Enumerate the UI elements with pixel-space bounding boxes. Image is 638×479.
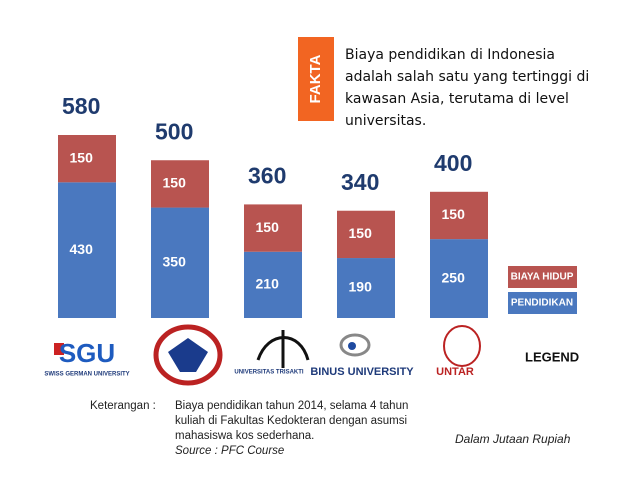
segment-label: 210 — [256, 276, 280, 292]
bar-segment — [151, 207, 209, 318]
segment-label: 150 — [163, 175, 187, 191]
bar-segment — [244, 251, 302, 318]
fact-line: adalah salah satu yang tertinggi di — [345, 69, 589, 85]
total-label: 580 — [62, 93, 100, 119]
legend-swatch — [508, 292, 577, 314]
category-label: BINUS UNIVERSITY — [310, 366, 414, 378]
segment-label: 350 — [163, 253, 187, 269]
fact-badge: FAKTA — [307, 54, 324, 103]
bar-segment — [58, 135, 116, 183]
bar-segment — [430, 191, 488, 240]
fact-line: kawasan Asia, terutama di level — [345, 91, 569, 107]
unit-note: Dalam Jutaan Rupiah — [455, 432, 571, 446]
note-label: Keterangan : — [90, 400, 156, 412]
fact-badge-box — [298, 37, 334, 121]
category-sublabel: SWISS GERMAN UNIVERSITY — [44, 372, 129, 378]
fact-line: Biaya pendidikan di Indonesia — [345, 47, 555, 63]
fact-line: universitas. — [345, 113, 426, 129]
category-label: SGU — [59, 338, 115, 368]
category-label: UNTAR — [436, 366, 474, 378]
category-label: UNIVERSITAS TRISAKTI — [234, 370, 304, 376]
note-line: Biaya pendidikan tahun 2014, selama 4 ta… — [175, 400, 408, 412]
bar-segment — [151, 160, 209, 208]
segment-label: 150 — [349, 225, 373, 241]
segment-label: 150 — [70, 149, 94, 165]
segment-label: 250 — [442, 269, 466, 285]
legend-label: PENDIDIKAN — [511, 298, 573, 309]
bar-segment — [337, 210, 395, 259]
bar-segment — [244, 204, 302, 252]
note-line: mahasiswa kos sederhana. — [175, 430, 314, 442]
total-label: 500 — [155, 118, 193, 144]
legend-swatch — [508, 266, 577, 288]
segment-label: 430 — [70, 241, 94, 257]
total-label: 400 — [434, 150, 472, 176]
total-label: 360 — [248, 162, 286, 188]
logo-decor — [54, 324, 481, 386]
legend-title: LEGEND — [525, 349, 579, 364]
segment-label: 150 — [256, 219, 280, 235]
segment-label: 190 — [349, 279, 373, 295]
total-label: 340 — [341, 169, 379, 195]
segment-label: 150 — [442, 206, 466, 222]
note-line: kuliah di Fakultas Kedokteran dengan asu… — [175, 415, 407, 427]
bar-segment — [58, 182, 116, 318]
source: Source : PFC Course — [175, 445, 284, 457]
bar-segment — [337, 258, 395, 318]
bar-segment — [430, 239, 488, 318]
legend-label: BIAYA HIDUP — [511, 272, 574, 283]
